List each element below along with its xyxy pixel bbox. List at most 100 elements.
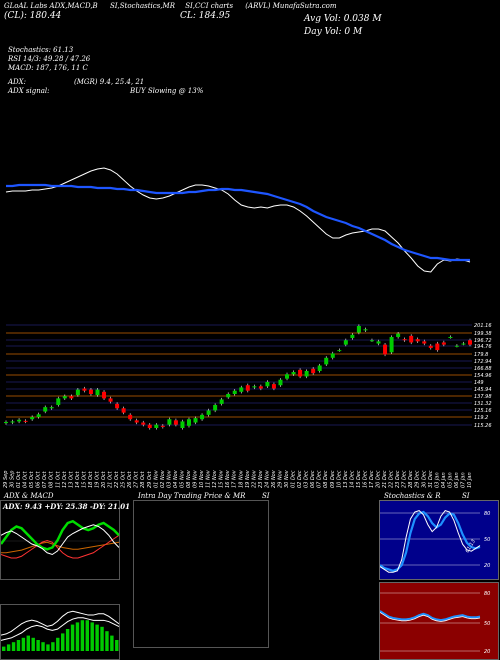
date-label: 22 Nov — [251, 469, 257, 488]
date-label: 12 Nov — [212, 469, 218, 488]
macd-signal-line — [1, 617, 119, 641]
candle-body — [468, 340, 472, 345]
macd-hist-bar — [16, 640, 21, 651]
macd-hist-bar — [80, 620, 85, 651]
macd-line — [1, 610, 119, 636]
price-level-label: 201.16 — [474, 323, 492, 329]
intraday-panel — [133, 500, 269, 648]
macd-hist-bar — [51, 642, 55, 651]
date-label: 09 Nov — [193, 469, 199, 488]
candle-body — [75, 389, 80, 396]
macd-hist-bar — [41, 642, 45, 651]
candle-body — [173, 420, 178, 425]
candle-body — [115, 403, 120, 409]
date-label: 13 Dec — [343, 470, 349, 488]
macd-chart — [1, 610, 119, 651]
date-label: 12 Oct — [62, 470, 68, 488]
rsi-panel: 80 50 20 — [379, 582, 499, 660]
candle-body — [324, 357, 329, 365]
macd-hist-bar — [26, 635, 30, 651]
candle-body — [278, 379, 283, 386]
date-label: 08 Nov — [186, 469, 192, 488]
macd-hist-bar — [65, 629, 70, 651]
candle-body — [30, 417, 35, 420]
candle-body — [422, 341, 427, 344]
candle-body — [154, 424, 159, 428]
macd-readout: MACD: 187, 176, 11 C — [8, 64, 88, 72]
adx-line-orange — [1, 541, 119, 554]
date-label: 17 Dec — [369, 470, 375, 488]
date-label: 04 Jan — [441, 472, 447, 488]
date-label: 10 Nov — [199, 469, 205, 488]
macd-hist-bar — [115, 640, 119, 651]
macd-hist-bar — [11, 642, 16, 651]
candle-body — [291, 372, 296, 375]
date-label: 14 Dec — [349, 470, 355, 488]
macd-hist-bar — [36, 640, 40, 651]
date-label: 25 Oct — [121, 470, 127, 488]
macd-hist-bar — [105, 631, 109, 651]
date-label: 16 Nov — [225, 469, 231, 488]
candle-body — [369, 340, 374, 342]
date-label: 18 Oct — [88, 470, 94, 488]
candle-body — [454, 345, 459, 347]
macd-hist-bar — [61, 633, 65, 651]
candle-body — [271, 384, 276, 389]
adx-values: (MGR) 9.4, 25.4, 21 — [74, 78, 145, 86]
candle-body — [206, 410, 211, 415]
date-label: 01 Dec — [291, 470, 297, 488]
candle-body — [147, 424, 152, 428]
price-level-label: 154.96 — [474, 373, 492, 379]
stoch-panel-si: SI — [462, 492, 470, 500]
price-level-label: 199.38 — [474, 331, 492, 337]
intra-panel-title: Intra Day Trading Price & MR — [138, 492, 246, 500]
date-label: 08 Dec — [323, 470, 329, 488]
adx-line — [1, 524, 119, 556]
date-label: 08 Oct — [49, 470, 55, 488]
candle-body — [356, 326, 361, 333]
date-label: 11 Oct — [55, 470, 61, 488]
date-label: 06 Dec — [310, 470, 316, 488]
header-indicators-2: SI,Stochastics,MR — [109, 2, 175, 10]
macd-panel — [0, 604, 120, 660]
rsi-level-label: 80 — [484, 591, 490, 597]
candle-body — [330, 353, 335, 358]
candle-body — [193, 418, 198, 423]
date-label: 20 Dec — [376, 470, 382, 488]
date-label: 29 Sep — [3, 471, 9, 488]
date-label: 05 Jan — [447, 472, 453, 488]
date-label: 09 Dec — [330, 470, 336, 488]
date-label: 27 Oct — [134, 470, 140, 488]
si-readout: RSI 14/3: 49.28 / 47.26 — [8, 55, 91, 63]
price-level-label: 119.2 — [474, 415, 488, 421]
date-label: 03 Jan — [434, 472, 440, 488]
date-label: 04 Oct — [23, 470, 29, 488]
candle-body — [317, 365, 322, 371]
price-level-label: 115.26 — [474, 423, 492, 429]
date-label: 10 Dec — [336, 470, 342, 488]
candle-body — [141, 422, 146, 425]
date-label: 18 Nov — [238, 469, 244, 488]
stoch-level-label: 80 — [484, 511, 490, 517]
date-label: 06 Jan — [454, 472, 460, 488]
candle-body — [10, 421, 15, 423]
date-label: 04 Nov — [173, 469, 179, 488]
candle-body — [258, 386, 263, 389]
candle-body — [435, 343, 440, 351]
candle-body — [186, 419, 191, 426]
candle-body — [265, 381, 270, 387]
candle-body — [298, 369, 303, 377]
candlesticks — [4, 324, 472, 430]
pdi-line — [1, 519, 119, 551]
date-label: 26 Nov — [271, 469, 277, 488]
stoch-level-label: 20 — [484, 563, 490, 569]
header-site: MunafaSutra.com — [272, 2, 337, 10]
date-label: 13 Oct — [68, 470, 74, 488]
macd-hist-bar — [31, 637, 35, 651]
candle-body — [17, 419, 22, 422]
candle-body — [376, 341, 381, 344]
date-label: 19 Nov — [245, 469, 251, 488]
macd-hist-bar — [110, 635, 114, 651]
